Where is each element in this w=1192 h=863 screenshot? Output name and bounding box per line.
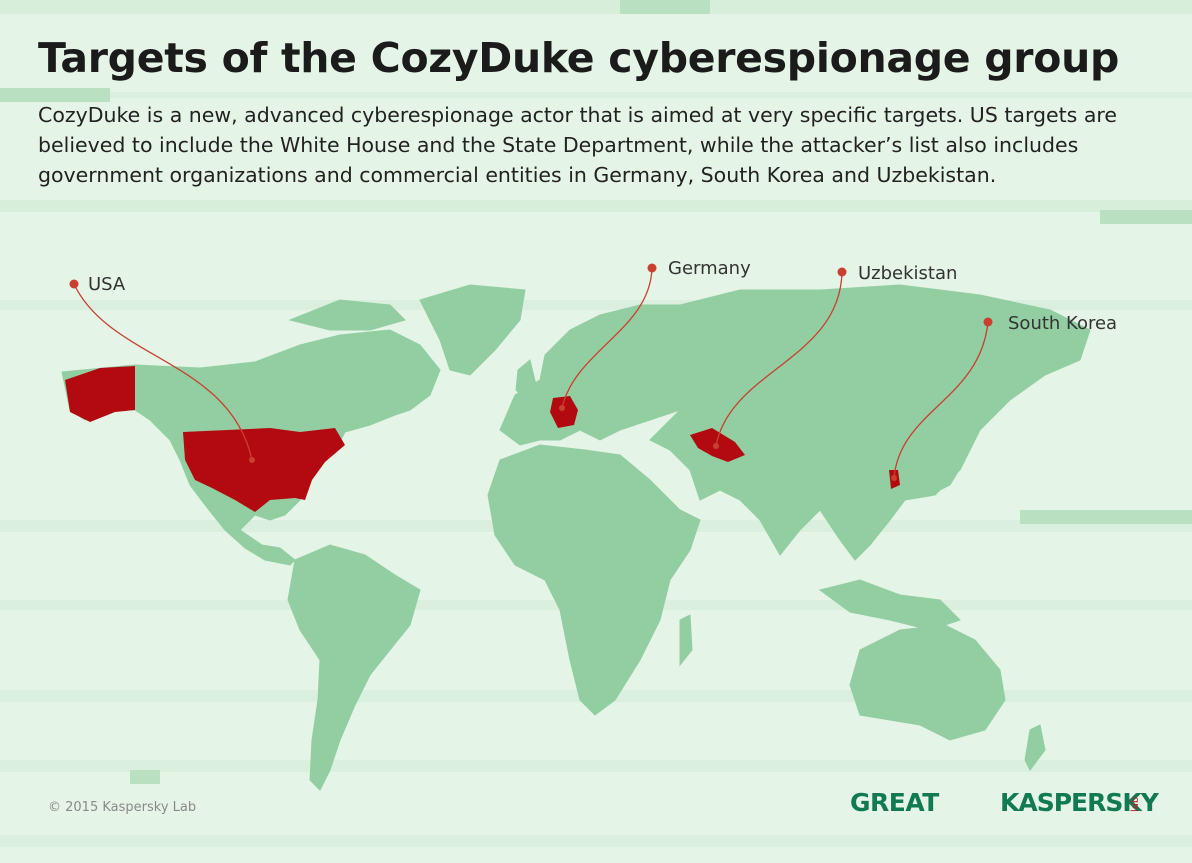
copyright: © 2015 Kaspersky Lab: [48, 800, 197, 815]
kaspersky-logo: KASPERSKY: [1000, 788, 1159, 817]
marker: [837, 267, 847, 277]
title: Targets of the CozyDuke cyberespionage g…: [38, 34, 1120, 82]
continents: [61, 284, 1091, 791]
country-label: Uzbekistan: [858, 263, 957, 284]
country-label: Germany: [668, 258, 751, 279]
japan: [929, 429, 966, 496]
germany: [550, 396, 578, 428]
madagascar: [679, 614, 693, 667]
connector-lines: [73, 267, 989, 479]
indonesia: [818, 579, 961, 631]
marker: [983, 317, 993, 327]
connector-germany: [561, 267, 653, 409]
marker: [559, 405, 565, 411]
australia: [849, 624, 1006, 741]
marker: [647, 263, 657, 273]
arctic-islands: [288, 299, 406, 331]
africa: [487, 444, 701, 716]
connector-south-korea: [893, 321, 989, 479]
greenland: [419, 284, 526, 376]
marker: [249, 457, 255, 463]
connector-usa: [73, 283, 253, 461]
great-logo: GREAT: [850, 788, 939, 817]
marker: [891, 475, 897, 481]
description: CozyDuke is a new, advanced cyberespiona…: [38, 103, 1118, 187]
usa: [183, 428, 345, 512]
connector-uzbekistan: [715, 271, 843, 447]
uk: [515, 359, 537, 399]
markers: [69, 263, 993, 481]
country-label: South Korea: [1008, 313, 1117, 334]
new-zealand: [1024, 724, 1046, 771]
alaska: [65, 366, 135, 422]
south-america: [287, 544, 421, 791]
marker: [713, 443, 719, 449]
marker: [69, 279, 79, 289]
kaspersky-lab-mark: lab: [1130, 796, 1141, 812]
country-label: USA: [88, 274, 126, 295]
